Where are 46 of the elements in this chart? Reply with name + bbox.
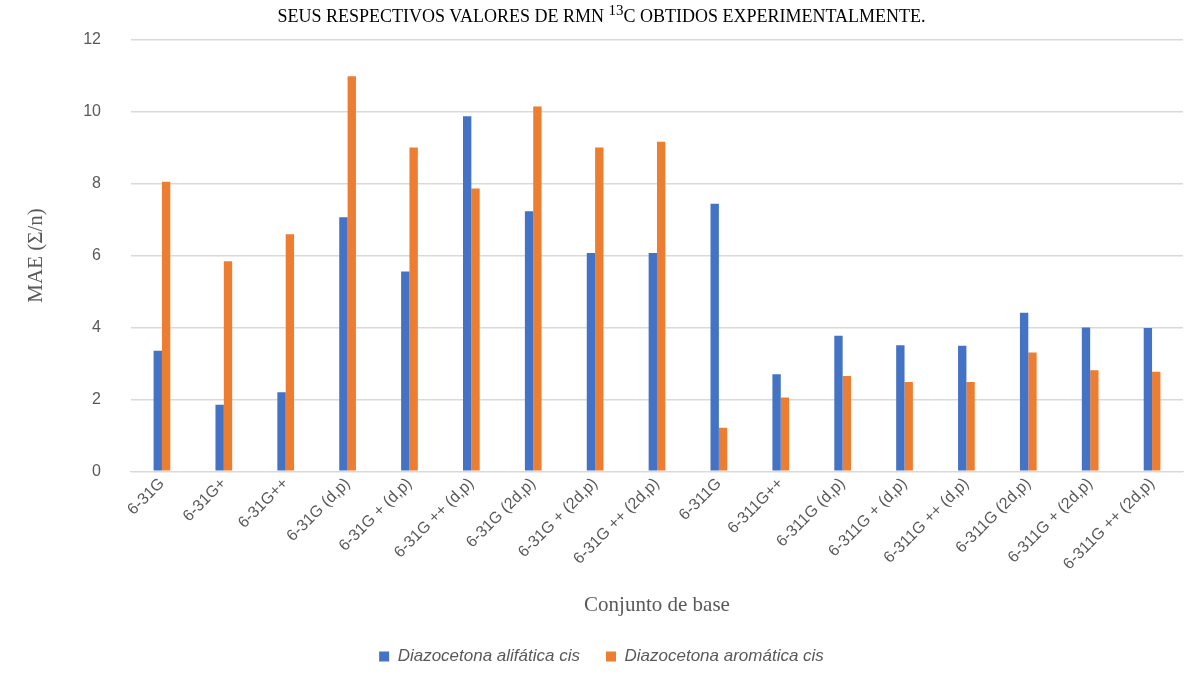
y-tick-label: 10 — [83, 101, 102, 119]
bar — [1019, 312, 1029, 471]
x-axis-title: Conjunto de base — [584, 591, 730, 616]
bar — [904, 382, 913, 471]
bar — [958, 345, 967, 471]
bar — [1143, 328, 1153, 471]
bar — [347, 76, 356, 471]
bar — [153, 350, 162, 471]
y-tick-label: 4 — [92, 317, 102, 335]
y-tick-label: 6 — [92, 245, 102, 263]
y-tick-label: 0 — [92, 461, 102, 479]
bar — [896, 345, 905, 471]
bar — [1090, 370, 1099, 471]
bar — [586, 252, 596, 471]
bar — [533, 106, 542, 471]
bar — [524, 211, 534, 471]
bar — [834, 335, 843, 471]
y-tick-label: 12 — [83, 30, 102, 48]
bar — [710, 203, 719, 471]
y-axis-title: MAE (Σ/n) — [23, 208, 48, 303]
bar — [718, 427, 728, 471]
bar — [772, 374, 781, 471]
bar — [657, 141, 666, 471]
bar — [1152, 371, 1161, 471]
legend-label: Diazocetona aromática cis — [624, 646, 825, 666]
bar — [401, 271, 410, 471]
bar — [1028, 352, 1037, 471]
bar — [780, 397, 790, 471]
y-tick-label: 2 — [92, 389, 102, 407]
chart-title: SEUS RESPECTIVOS VALORES DE RMN $^{13}$C OBTIDOS EXPERIMENTALMENTE. — [276, 2, 927, 27]
legend-label: Diazocetona alifática cis — [397, 646, 581, 666]
bar — [215, 404, 224, 471]
bar — [277, 392, 286, 471]
bar — [471, 188, 480, 471]
bar — [842, 375, 851, 471]
bar — [161, 181, 171, 471]
bar — [409, 147, 418, 471]
bar — [223, 261, 233, 471]
bar — [595, 147, 604, 471]
bar — [285, 234, 295, 471]
bar — [648, 252, 657, 471]
bar — [966, 382, 975, 471]
bar — [463, 116, 472, 471]
y-tick-label: 8 — [92, 173, 102, 191]
bar — [339, 217, 348, 471]
bar — [1081, 327, 1091, 471]
